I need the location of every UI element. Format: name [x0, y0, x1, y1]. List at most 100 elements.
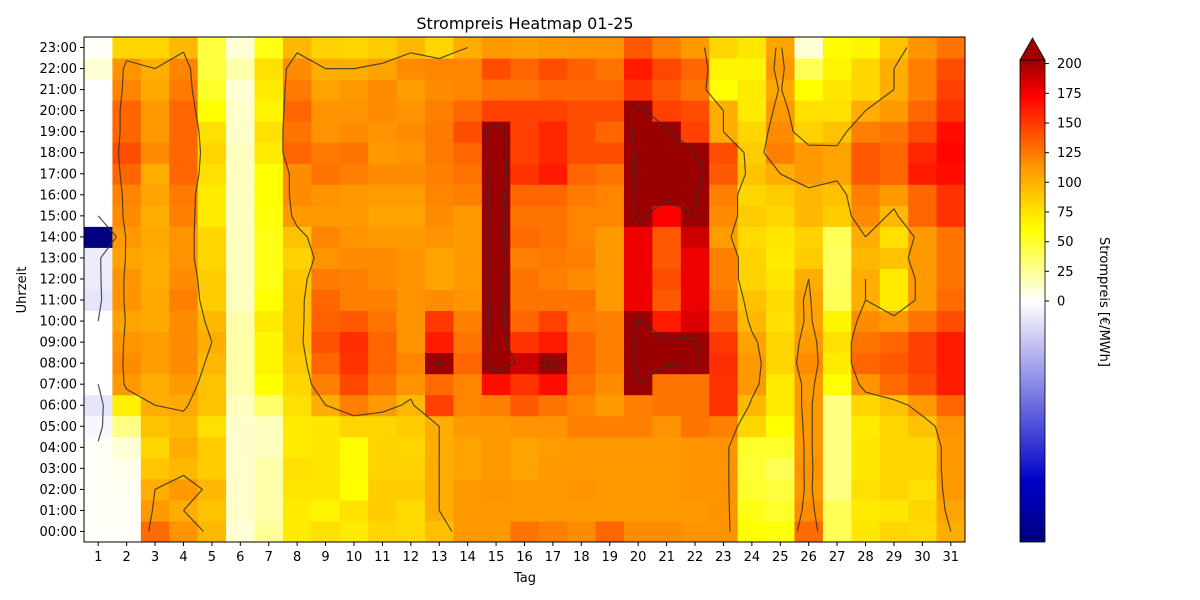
heatmap-cell [538, 436, 568, 459]
heatmap-cell [737, 373, 767, 396]
heatmap-cell [481, 121, 511, 143]
heatmap-cell [311, 121, 341, 143]
heatmap-cell [623, 58, 653, 80]
heatmap-cell [652, 184, 682, 206]
x-tick-label: 26 [800, 550, 817, 565]
heatmap-cell [396, 457, 426, 480]
heatmap-cell [766, 478, 795, 501]
heatmap-cell [453, 58, 483, 80]
heatmap-cell [197, 205, 227, 227]
heatmap-cell [908, 142, 938, 164]
heatmap-cell [339, 226, 369, 248]
heatmap-cell [595, 415, 625, 438]
heatmap-cell [766, 520, 795, 543]
heatmap-cell [510, 247, 540, 269]
heatmap-cell [538, 499, 568, 522]
heatmap-cell [197, 142, 227, 164]
heatmap-cell [510, 478, 540, 501]
x-tick-label: 2 [122, 550, 130, 565]
heatmap-cell [481, 310, 511, 333]
heatmap-cell [538, 37, 568, 59]
heatmap-cell [140, 184, 170, 206]
heatmap-cell [908, 457, 938, 480]
heatmap-cell [282, 436, 312, 459]
heatmap-cell [908, 247, 938, 269]
heatmap-cell [425, 268, 454, 290]
heatmap-cell [453, 289, 483, 312]
heatmap-cell [737, 499, 767, 522]
heatmap-cell [908, 415, 938, 438]
heatmap-cell [822, 58, 852, 80]
heatmap-cell [453, 121, 483, 143]
heatmap-cell [936, 310, 966, 333]
heatmap-cell [453, 310, 483, 333]
heatmap-cell [339, 289, 369, 312]
heatmap-cell [851, 205, 881, 227]
heatmap-cell [425, 100, 454, 122]
heatmap-cell [453, 457, 483, 480]
heatmap-cell [623, 79, 653, 101]
heatmap-cell [169, 121, 199, 143]
heatmap-cell [282, 226, 312, 248]
heatmap-cell [226, 163, 256, 185]
heatmap-cell [936, 289, 966, 312]
heatmap-cell [226, 268, 256, 290]
heatmap-cell [254, 142, 284, 164]
heatmap-cell [140, 310, 170, 333]
heatmap-cell [112, 457, 142, 480]
heatmap-cell [311, 205, 341, 227]
heatmap-cell [84, 268, 113, 290]
heatmap-cell [311, 247, 341, 269]
heatmap-cell [652, 121, 682, 143]
heatmap-cell [311, 331, 341, 354]
heatmap-cell [851, 499, 881, 522]
heatmap-cell [396, 310, 426, 333]
heatmap-cell [567, 226, 597, 248]
heatmap-cell [453, 499, 483, 522]
heatmap-cell [766, 289, 795, 312]
heatmap-cell [567, 331, 597, 354]
heatmap-cell [169, 37, 199, 59]
heatmap-cell [368, 310, 398, 333]
heatmap-cell [794, 58, 824, 80]
heatmap-cell [652, 142, 682, 164]
heatmap-cell [481, 142, 511, 164]
heatmap-cell [282, 415, 312, 438]
heatmap-cell [595, 184, 625, 206]
x-tick-label: 3 [151, 550, 159, 565]
heatmap-cell [652, 247, 682, 269]
heatmap-cell [510, 79, 540, 101]
heatmap-cell [908, 205, 938, 227]
heatmap-cell [538, 121, 568, 143]
heatmap-cell [396, 226, 426, 248]
heatmap-cell [879, 436, 909, 459]
heatmap-cell [851, 352, 881, 375]
heatmap-cell [339, 499, 369, 522]
heatmap-cell [453, 142, 483, 164]
heatmap-cell [282, 79, 312, 101]
heatmap-cell [709, 289, 739, 312]
heatmap-cell [851, 247, 881, 269]
heatmap-cell [311, 184, 341, 206]
y-tick-label: 17:00 [40, 167, 77, 182]
heatmap-cell [567, 457, 597, 480]
heatmap-cell [282, 268, 312, 290]
heatmap-cell [766, 373, 795, 396]
y-tick-label: 01:00 [40, 504, 77, 519]
heatmap-cell [112, 310, 142, 333]
heatmap-cell [680, 184, 710, 206]
heatmap-cell [169, 373, 199, 396]
heatmap-cell [879, 247, 909, 269]
heatmap-cell [709, 373, 739, 396]
heatmap-cell [567, 37, 597, 59]
heatmap-cell [453, 100, 483, 122]
colorbar-gradient [1019, 59, 1046, 543]
heatmap-cell [510, 415, 540, 438]
heatmap-cell [851, 478, 881, 501]
y-tick-label: 10:00 [40, 315, 77, 330]
heatmap-cell [339, 79, 369, 101]
heatmap-cell [680, 331, 710, 354]
heatmap-cell [794, 121, 824, 143]
heatmap-cell [652, 499, 682, 522]
heatmap-cell [140, 100, 170, 122]
